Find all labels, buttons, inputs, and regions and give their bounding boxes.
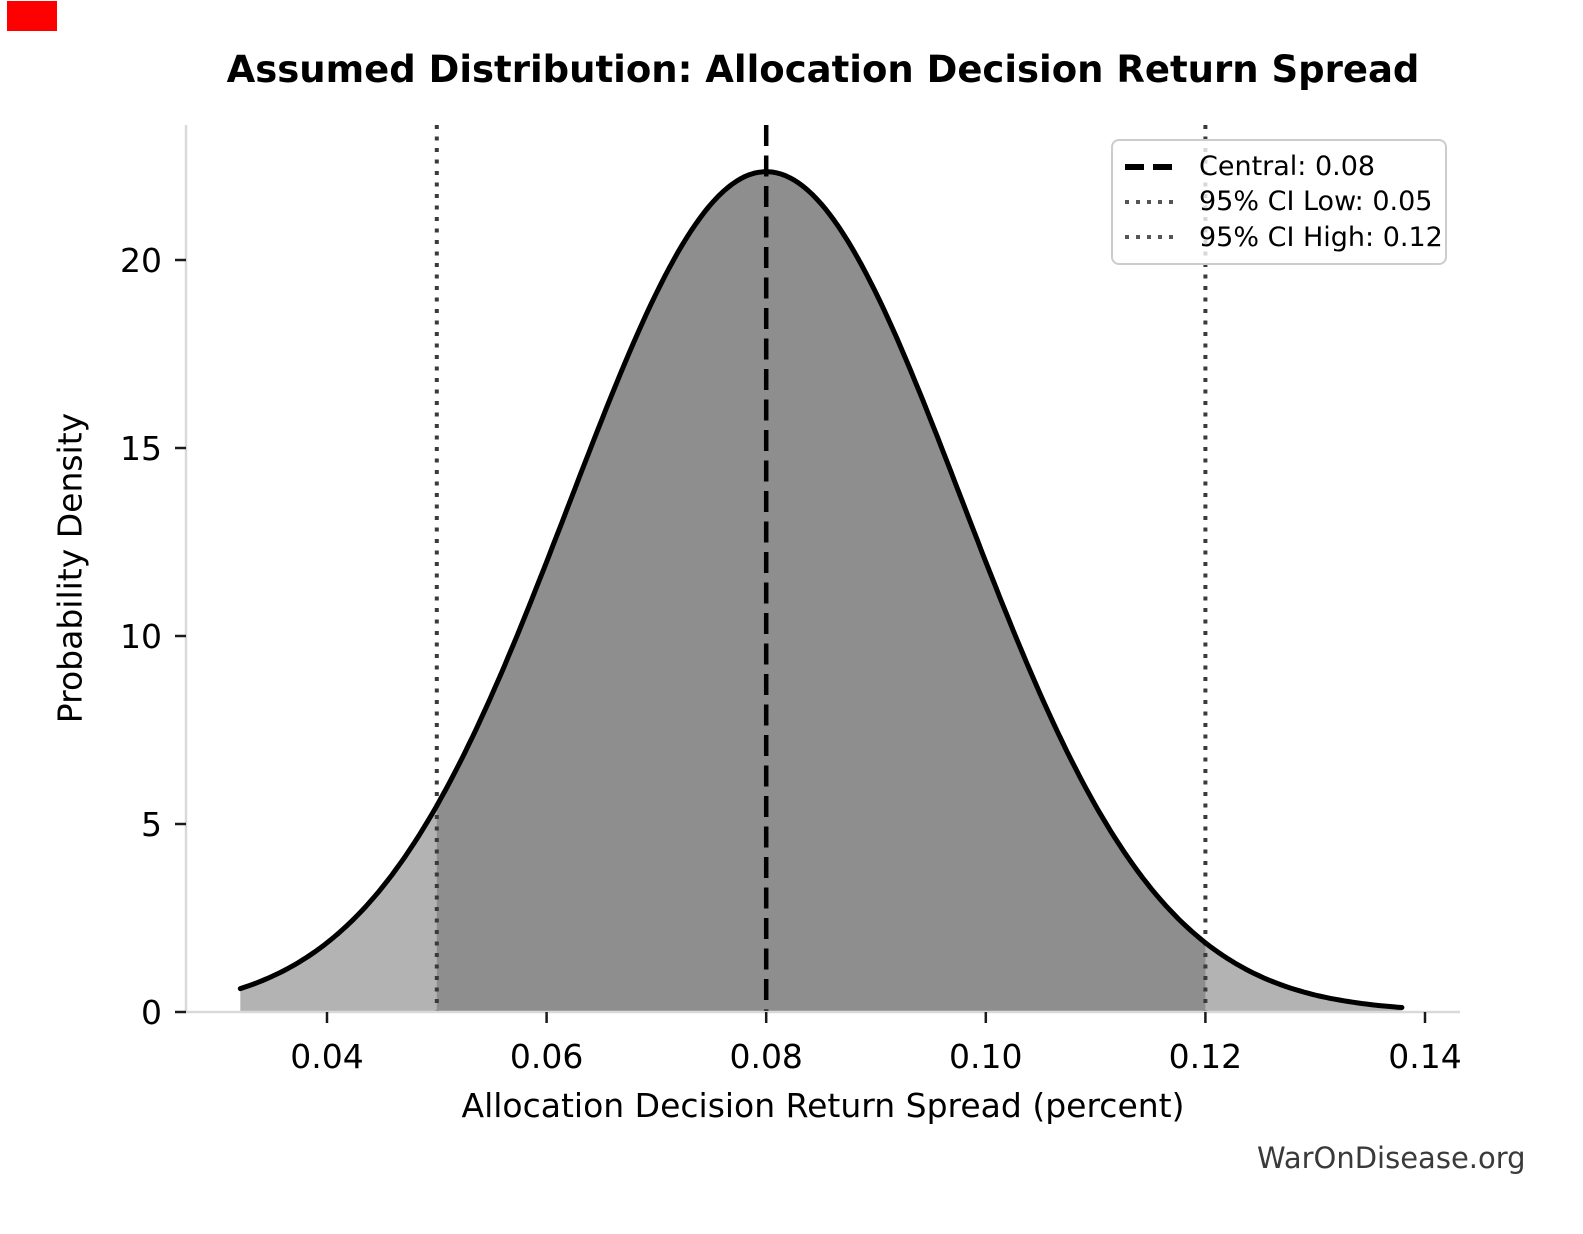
legend-item-ci-low: 95% CI Low: 0.05 xyxy=(1123,184,1433,219)
dotted-line-icon xyxy=(1125,199,1173,204)
legend-label: Central: 0.08 xyxy=(1199,151,1376,183)
y-tick-label: 0 xyxy=(141,993,162,1032)
legend-label: 95% CI High: 0.12 xyxy=(1199,221,1443,253)
x-tick-label: 0.12 xyxy=(1169,1037,1242,1076)
dashed-line-icon xyxy=(1125,163,1173,170)
y-tick-label: 15 xyxy=(120,429,162,468)
x-tick-label: 0.06 xyxy=(510,1037,583,1076)
x-axis-label: Allocation Decision Return Spread (perce… xyxy=(461,1086,1185,1125)
y-tick-label: 10 xyxy=(120,617,162,656)
dotted-line-icon xyxy=(1125,235,1173,240)
legend-label: 95% CI Low: 0.05 xyxy=(1199,186,1433,218)
x-tick-label: 0.10 xyxy=(949,1037,1022,1076)
density-curve xyxy=(237,169,1405,1010)
x-tick-label: 0.08 xyxy=(729,1037,802,1076)
legend-item-ci-high: 95% CI High: 0.12 xyxy=(1123,220,1443,255)
density-fill-inside-ci xyxy=(436,171,1206,1012)
chart-title: Assumed Distribution: Allocation Decisio… xyxy=(226,48,1420,91)
x-tick-label: 0.04 xyxy=(290,1037,363,1076)
x-tick-label: 0.14 xyxy=(1388,1037,1461,1076)
watermark: WarOnDisease.org xyxy=(1257,1141,1526,1175)
legend-item-central: Central: 0.08 xyxy=(1123,149,1433,184)
y-tick-label: 20 xyxy=(120,241,162,280)
legend: Central: 0.08 95% CI Low: 0.05 95% CI Hi… xyxy=(1111,139,1447,265)
recording-indicator xyxy=(7,1,57,31)
y-tick-label: 5 xyxy=(141,805,162,844)
